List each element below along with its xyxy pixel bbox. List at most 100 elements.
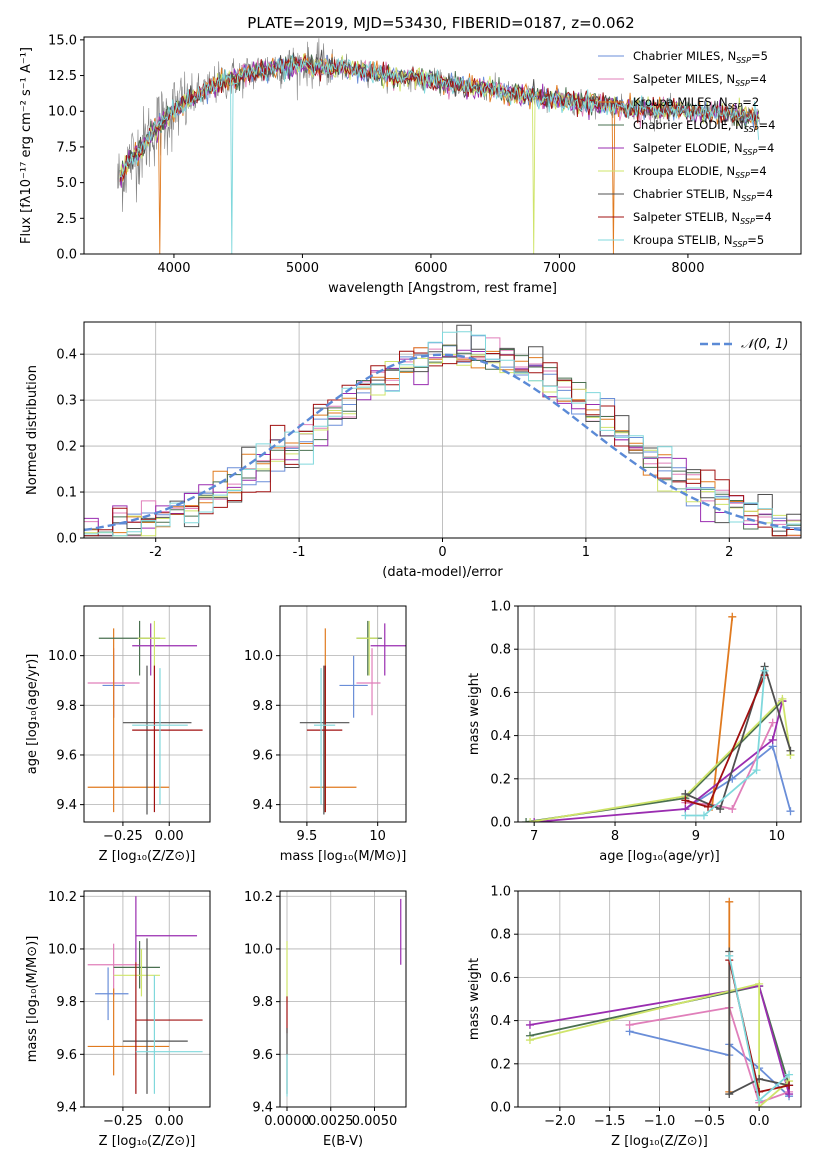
weight-line [711, 616, 734, 807]
weight-marker [522, 818, 531, 822]
y-tick-label: 7.5 [56, 140, 77, 155]
y-tick-label: 0.6 [490, 686, 511, 701]
y-tick-label: 10.2 [48, 890, 77, 905]
legend-entry: Kroupa ELODIE, NSSP=4 [633, 164, 767, 180]
weight-marker [525, 1036, 534, 1045]
plot-area-spectrum [117, 38, 761, 254]
legend-entry: Salpeter MILES, NSSP=4 [633, 72, 767, 88]
legend-count: =4 [755, 210, 772, 224]
x-tick-label: 0.0025 [308, 1114, 354, 1129]
weight-marker [768, 735, 777, 744]
y-tick-label: 0.2 [56, 440, 77, 455]
y-tick-label: 10.0 [244, 942, 273, 957]
legend-subscript: SSP [744, 125, 759, 134]
y-tick-label: 9.6 [252, 1048, 273, 1063]
y-tick-label: 0.0 [56, 248, 77, 263]
legend-count: =5 [751, 49, 768, 63]
x-tick-label: 2 [725, 545, 733, 560]
x-tick-label: 4000 [157, 261, 190, 276]
y-tick-label: 1.0 [490, 885, 511, 900]
legend-subscript: SSP [736, 56, 751, 65]
weight-marker [785, 1090, 794, 1099]
histogram-step [84, 324, 801, 537]
spectrum-model-line [119, 54, 759, 182]
x-tick-label: 8000 [671, 261, 704, 276]
plot-area-age_vs_Z [87, 620, 203, 815]
weight-marker [785, 1070, 794, 1079]
weight-marker [755, 1096, 764, 1105]
axes-mass_vs_Z: −0.25 0.00 9.4 9.6 9.8 10.0 10.2 Z [log₁₀(Z/Z⊙)… [25, 890, 211, 1149]
weight-marker [786, 807, 795, 816]
x-axis-label: Z [log₁₀(Z/Z⊙)] [99, 849, 196, 864]
weight-marker [525, 1020, 534, 1029]
y-axis-label: age [log₁₀(age/yr)] [25, 654, 40, 775]
x-tick-label: −0.25 [103, 1114, 143, 1129]
x-tick-label: 7000 [543, 261, 576, 276]
histogram-step [84, 331, 801, 537]
y-axis-label: mass weight [467, 673, 482, 755]
y-axis-label: Normed distribution [25, 365, 40, 495]
weight-marker [725, 951, 734, 960]
axes-frame [83, 36, 802, 255]
x-tick-label: 0.0000 [264, 1114, 310, 1129]
weight-marker [785, 1081, 794, 1090]
y-tick-label: 9.8 [56, 699, 77, 714]
legend-subscript: SSP [741, 194, 756, 203]
x-tick-label: 0 [438, 545, 446, 560]
axes-spectrum: 4000 5000 6000 7000 8000 0.0 2.5 5.0 7.5 10.0 12.5… [19, 33, 802, 296]
axes-age_vs_Z: −0.25 0.00 9.4 9.6 9.8 10.0 Z [log₁₀(Z/Z⊙)] age… [25, 605, 211, 864]
legend-subscript: SSP [743, 148, 758, 157]
y-tick-label: 9.4 [56, 1101, 77, 1116]
y-tick-label: 0.1 [56, 486, 77, 501]
axes-frame [279, 890, 407, 1108]
y-tick-label: 9.8 [56, 995, 77, 1010]
legend-entry: Kroupa STELIB, NSSP=5 [633, 233, 764, 249]
axes-mass_weight_vs_Z: −2.0 −1.5 −1.0 −0.5 0.0 0.0 0.2 0.4 0.6 0.8 1.0 Z [… [467, 885, 802, 1149]
x-tick-label: 0.0 [749, 1114, 770, 1129]
y-tick-label: 10.0 [48, 649, 77, 664]
y-tick-label: 10.0 [48, 942, 77, 957]
x-tick-label: −0.25 [103, 829, 143, 844]
x-tick-label: −0.5 [694, 1114, 726, 1129]
y-tick-label: 0.2 [490, 772, 511, 787]
y-tick-label: 9.4 [252, 1101, 273, 1116]
x-tick-label: 10 [768, 829, 785, 844]
x-axis-label: Z [log₁₀(Z/Z⊙)] [99, 1134, 196, 1149]
axes-frame [83, 605, 211, 823]
legend-entry: Salpeter ELODIE, NSSP=4 [633, 141, 774, 157]
weight-marker [755, 979, 764, 988]
x-tick-label: -2 [149, 545, 162, 560]
weight-line [629, 1006, 790, 1104]
legend-count: =4 [750, 72, 767, 86]
y-axis-label: mass weight [467, 958, 482, 1040]
axes-frame [83, 890, 211, 1108]
weight-marker [526, 818, 535, 822]
weight-line [684, 744, 792, 812]
legend-entry: Chabrier STELIB, NSSP=4 [633, 187, 773, 203]
y-tick-label: 0.8 [490, 928, 511, 943]
y-tick-label: 9.6 [56, 1048, 77, 1063]
y-tick-label: 1.0 [490, 600, 511, 615]
axes-residuals: -2 -1 0 1 2 0.0 0.1 0.2 0.3 0.4 (data-model)/error… [25, 321, 802, 580]
weight-line [529, 696, 792, 822]
weight-line [685, 670, 766, 817]
y-tick-label: 9.8 [252, 995, 273, 1010]
axes-frame [279, 605, 407, 823]
legend-subscript: SSP [735, 171, 750, 180]
weight-line [728, 951, 790, 1096]
axes-mass_weight_vs_age: 7 8 9 10 0.0 0.2 0.4 0.6 0.8 1.0 age [log₁₀(age/yr… [467, 600, 802, 864]
y-tick-label: 0.6 [490, 971, 511, 986]
legend-subscript: SSP [728, 102, 743, 111]
histogram-step [84, 350, 801, 537]
y-tick-label: 9.6 [252, 748, 273, 763]
x-tick-label: 8 [611, 829, 619, 844]
y-tick-label: 9.4 [252, 798, 273, 813]
weight-marker [530, 818, 539, 822]
legend-subscript: SSP [735, 79, 750, 88]
x-axis-label: Z [log₁₀(Z/Z⊙)] [611, 1134, 708, 1149]
y-tick-label: 0.4 [490, 729, 511, 744]
legend-entry: Chabrier ELODIE, NSSP=4 [633, 118, 775, 134]
y-tick-label: 12.5 [48, 69, 77, 84]
